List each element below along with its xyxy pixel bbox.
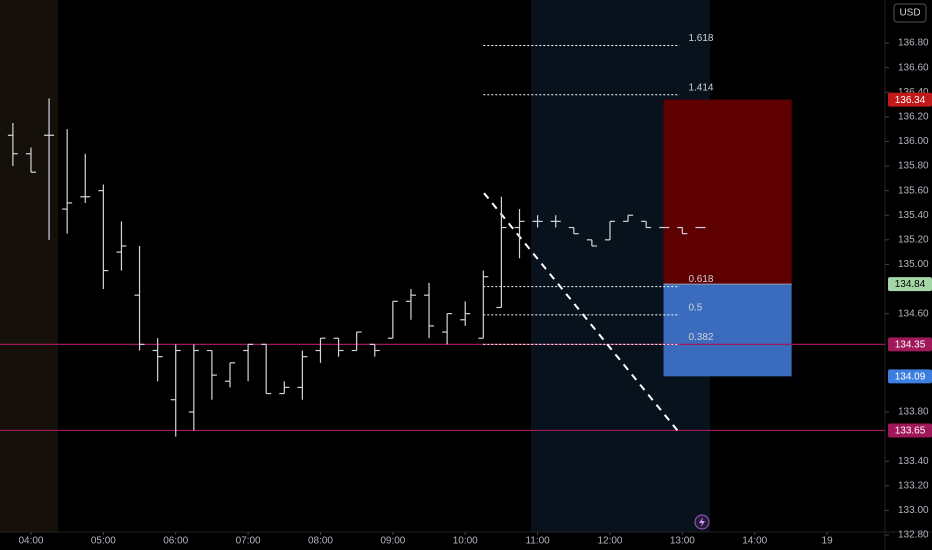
x-tick-label: 06:00 — [163, 536, 188, 547]
x-tick-label: 19 — [822, 536, 834, 547]
x-tick-label: 12:00 — [597, 536, 622, 547]
fib-level-label: 1.414 — [688, 82, 713, 93]
price-tag-label: 133.65 — [895, 426, 926, 437]
x-tick-label: 13:00 — [670, 536, 695, 547]
y-tick-label: 136.20 — [898, 111, 929, 122]
x-tick-label: 05:00 — [91, 536, 116, 547]
x-tick-label: 08:00 — [308, 536, 333, 547]
currency-label: USD — [899, 8, 920, 19]
price-tag-label: 134.35 — [895, 340, 926, 351]
price-tag — [888, 277, 932, 292]
pre-session-zone — [0, 0, 58, 532]
y-tick-label: 136.40 — [898, 87, 929, 98]
y-tick-label: 135.40 — [898, 210, 929, 221]
price-tag — [888, 369, 932, 384]
y-tick-label: 134.60 — [898, 308, 929, 319]
x-tick-label: 07:00 — [236, 536, 261, 547]
x-tick-label: 09:00 — [380, 536, 405, 547]
event-bolt — [699, 517, 705, 527]
currency-button[interactable] — [893, 3, 927, 23]
price-tag-label: 134.84 — [895, 279, 926, 290]
y-tick-label: 136.00 — [898, 136, 929, 147]
price-tag-label: 136.34 — [895, 95, 926, 106]
fib-level-label: 0.382 — [688, 332, 713, 343]
x-tick-label: 14:00 — [742, 536, 767, 547]
y-tick-label: 132.80 — [898, 530, 929, 541]
fib-level-label: 1.618 — [688, 33, 713, 44]
x-tick-label: 11:00 — [525, 536, 550, 547]
y-tick-label: 136.80 — [898, 38, 929, 49]
target-zone — [663, 284, 792, 377]
y-tick-label: 135.80 — [898, 161, 929, 172]
stop-zone — [663, 99, 792, 285]
price-tag-label: 134.09 — [895, 371, 926, 382]
y-tick-label: 135.20 — [898, 234, 929, 245]
fib-level-label: 0.618 — [688, 274, 713, 285]
y-tick-label: 133.40 — [898, 456, 929, 467]
price-tag — [888, 337, 932, 352]
x-tick-label: 10:00 — [453, 536, 478, 547]
y-tick-label: 135.00 — [898, 259, 929, 270]
y-tick-label: 133.20 — [898, 480, 929, 491]
y-tick-label: 136.60 — [898, 62, 929, 73]
y-tick-label: 135.60 — [898, 185, 929, 196]
y-tick-label: 133.00 — [898, 505, 929, 516]
x-tick-label: 04:00 — [18, 536, 43, 547]
price-tag — [888, 92, 932, 107]
y-tick-label: 133.80 — [898, 407, 929, 418]
fib-level-label: 0.5 — [688, 302, 702, 313]
price-tag — [888, 423, 932, 438]
